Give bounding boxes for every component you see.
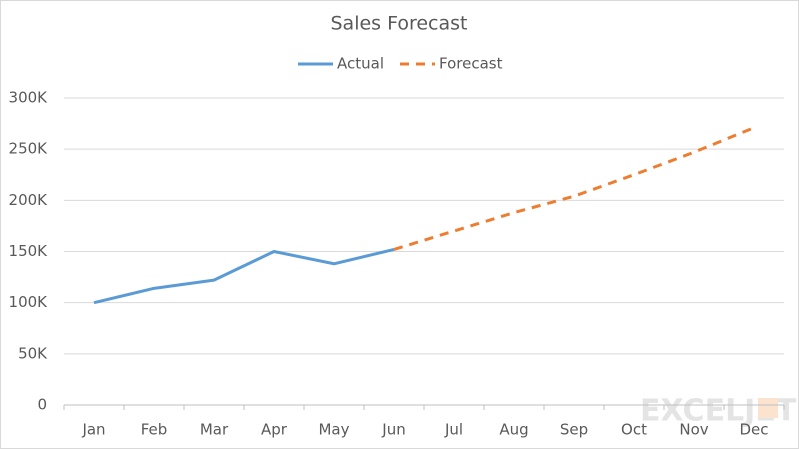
x-tick-label: Nov <box>679 421 708 439</box>
x-tick-label: Jul <box>444 421 463 439</box>
legend-label: Forecast <box>439 55 503 73</box>
x-tick-label: Jun <box>381 421 405 439</box>
chart-title: Sales Forecast <box>330 13 467 35</box>
x-tick-label: Apr <box>261 421 288 439</box>
x-tick-label: Mar <box>200 421 229 439</box>
y-tick-label: 100K <box>9 293 49 311</box>
legend-label: Actual <box>337 55 384 73</box>
x-tick-label: Oct <box>621 421 647 439</box>
y-tick-label: 0 <box>37 396 47 414</box>
x-tick-label: Jan <box>81 421 105 439</box>
y-tick-label: 250K <box>9 140 49 158</box>
x-tick-label: Dec <box>739 421 768 439</box>
y-tick-label: 200K <box>9 191 49 209</box>
y-tick-label: 50K <box>18 344 48 362</box>
x-tick-label: Feb <box>141 421 168 439</box>
y-tick-label: 150K <box>9 242 49 260</box>
x-tick-label: Sep <box>560 421 588 439</box>
x-tick-label: Aug <box>499 421 528 439</box>
x-tick-label: May <box>318 421 349 439</box>
y-tick-label: 300K <box>9 89 49 107</box>
series-line <box>93 247 395 305</box>
watermark-icon <box>758 398 778 418</box>
